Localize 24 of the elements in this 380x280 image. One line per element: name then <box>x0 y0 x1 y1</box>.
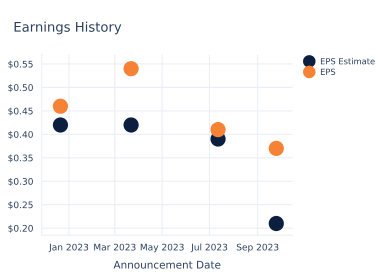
y-tick-label: $0.45 <box>8 107 33 116</box>
y-tick-label: $0.20 <box>8 224 33 233</box>
y-tick-label: $0.40 <box>8 130 33 140</box>
legend-label: EPS <box>320 68 336 75</box>
point <box>268 216 284 232</box>
x-tick-label: Sep 2023 <box>236 244 278 252</box>
y-tick-label: $0.25 <box>8 201 33 210</box>
point <box>268 140 284 156</box>
y-tick-label: $0.35 <box>8 154 33 163</box>
chart-title: Earnings History <box>14 22 122 34</box>
x-axis-title: Announcement Date <box>114 260 220 269</box>
point <box>52 117 68 133</box>
x-tick-label: Jul 2023 <box>190 244 228 252</box>
point <box>123 61 139 76</box>
x-tick-label: Jan 2023 <box>48 244 88 252</box>
x-tick-label: Mar 2023 <box>94 244 136 251</box>
point <box>52 98 68 114</box>
legend-label: EPS Estimate <box>320 58 375 64</box>
y-tick-label: $0.55 <box>8 60 33 69</box>
x-tick-label: May 2023 <box>140 244 184 252</box>
point <box>123 117 139 133</box>
y-tick-label: $0.50 <box>8 84 33 92</box>
point <box>210 122 226 138</box>
y-tick-label: $0.30 <box>8 178 33 186</box>
